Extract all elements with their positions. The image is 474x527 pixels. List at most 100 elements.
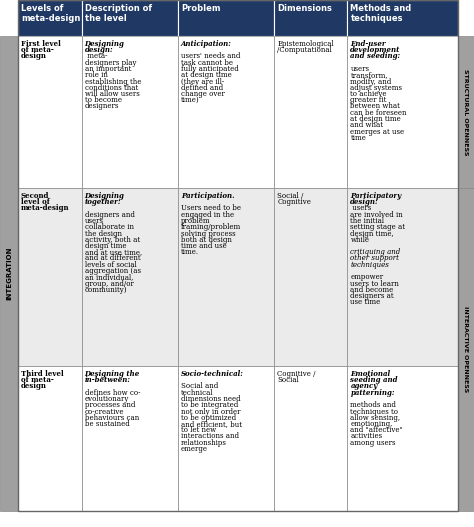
Text: to let new: to let new: [181, 426, 216, 434]
Text: the design: the design: [84, 229, 121, 238]
Text: co-creative: co-creative: [84, 407, 124, 415]
Text: users: users: [350, 204, 372, 212]
Text: design:: design:: [84, 46, 113, 54]
Text: techniques to: techniques to: [350, 407, 399, 415]
Text: allow sensing,: allow sensing,: [350, 414, 401, 422]
Bar: [274, 0, 347, 36]
Text: task cannot be: task cannot be: [181, 58, 233, 67]
Text: and become: and become: [350, 286, 394, 294]
Text: users to learn: users to learn: [350, 279, 399, 288]
Text: together:: together:: [84, 198, 121, 206]
Text: Socio-technical:: Socio-technical:: [181, 370, 244, 378]
Text: will allow users: will allow users: [84, 90, 139, 98]
Text: development: development: [350, 46, 401, 54]
Text: emerge: emerge: [181, 445, 208, 453]
Text: users: users: [350, 65, 369, 73]
Text: critiquing and: critiquing and: [350, 248, 401, 256]
Text: engaged in the: engaged in the: [181, 211, 234, 219]
Text: an important: an important: [84, 65, 131, 73]
Text: seeding and: seeding and: [350, 376, 398, 384]
Text: Designing: Designing: [84, 40, 124, 48]
Text: are involved in: are involved in: [350, 211, 403, 219]
Bar: [274, 188, 347, 366]
Text: relationships: relationships: [181, 439, 227, 447]
Text: Second: Second: [21, 192, 49, 200]
Bar: [82, 36, 178, 188]
Text: adjust systems: adjust systems: [350, 84, 402, 92]
Text: to be optimized: to be optimized: [181, 414, 236, 422]
Text: emotioning,: emotioning,: [350, 420, 393, 428]
Text: and "affective": and "affective": [350, 426, 403, 434]
Text: be sustained: be sustained: [84, 420, 129, 428]
Bar: [178, 188, 274, 366]
Bar: [458, 188, 474, 511]
Text: Designing: Designing: [84, 192, 124, 200]
Bar: [18, 188, 82, 366]
Text: designers: designers: [84, 102, 119, 111]
Text: at design time: at design time: [350, 115, 401, 123]
Text: fully anticipated: fully anticipated: [181, 65, 239, 73]
Text: aggregation (as: aggregation (as: [84, 267, 140, 275]
Text: Dimensions: Dimensions: [277, 4, 332, 13]
Text: design:: design:: [350, 198, 379, 206]
Text: /Computational: /Computational: [277, 46, 332, 54]
Text: Users need to be: Users need to be: [181, 204, 241, 212]
Text: can be foreseen: can be foreseen: [350, 109, 407, 117]
Text: design time: design time: [84, 242, 126, 250]
Text: of meta-: of meta-: [21, 46, 54, 54]
Text: emerges at use: emerges at use: [350, 128, 404, 135]
Text: Third level: Third level: [21, 370, 64, 378]
Text: transform,: transform,: [350, 71, 388, 79]
Bar: [82, 188, 178, 366]
Bar: [178, 0, 274, 36]
Text: the initial: the initial: [350, 217, 384, 225]
Text: Emotional: Emotional: [350, 370, 391, 378]
Text: both at design: both at design: [181, 236, 232, 244]
Text: solving process: solving process: [181, 229, 236, 238]
Text: Participatory: Participatory: [350, 192, 401, 200]
Text: INTEGRATION: INTEGRATION: [6, 247, 12, 300]
Text: STRUCTURAL OPENNESS: STRUCTURAL OPENNESS: [464, 69, 468, 155]
Text: levels of social: levels of social: [84, 261, 137, 269]
Text: users: users: [84, 217, 103, 225]
Text: modify, and: modify, and: [350, 77, 392, 85]
Text: an individual,: an individual,: [84, 274, 133, 281]
Text: designers at: designers at: [350, 292, 394, 300]
Text: INTERACTIVE OPENNESS: INTERACTIVE OPENNESS: [464, 306, 468, 393]
Text: End-user: End-user: [350, 40, 386, 48]
Text: activity, both at: activity, both at: [84, 236, 140, 244]
Bar: [0, 36, 18, 511]
Text: defines how co-: defines how co-: [84, 389, 140, 397]
Bar: [347, 366, 458, 511]
Text: problem: problem: [181, 217, 210, 225]
Text: patterning:: patterning:: [350, 389, 395, 397]
Text: empower: empower: [350, 274, 383, 281]
Text: while: while: [350, 236, 369, 244]
Bar: [347, 36, 458, 188]
Text: and efficient, but: and efficient, but: [181, 420, 242, 428]
Text: Problem: Problem: [181, 4, 220, 13]
Text: agency: agency: [350, 383, 378, 391]
Text: dimensions need: dimensions need: [181, 395, 241, 403]
Text: methods and: methods and: [350, 401, 396, 409]
Text: Cognitive: Cognitive: [277, 198, 311, 206]
Bar: [347, 188, 458, 366]
Text: community): community): [84, 286, 127, 294]
Text: techniques: techniques: [350, 261, 389, 269]
Text: time: time: [350, 134, 366, 142]
Text: collaborate in: collaborate in: [84, 223, 134, 231]
Text: between what: between what: [350, 102, 400, 111]
Text: time and use: time and use: [181, 242, 227, 250]
Text: at design time: at design time: [181, 71, 232, 79]
Bar: [178, 36, 274, 188]
Text: role in: role in: [84, 71, 108, 79]
Text: Description of
the level: Description of the level: [84, 4, 152, 23]
Text: technical: technical: [181, 389, 213, 397]
Text: Epistemological: Epistemological: [277, 40, 334, 48]
Text: defined and: defined and: [181, 84, 223, 92]
Bar: [82, 0, 178, 36]
Text: meta-design: meta-design: [21, 204, 70, 212]
Text: other support: other support: [350, 255, 400, 262]
Text: change over: change over: [181, 90, 225, 98]
Text: Designing the: Designing the: [84, 370, 140, 378]
